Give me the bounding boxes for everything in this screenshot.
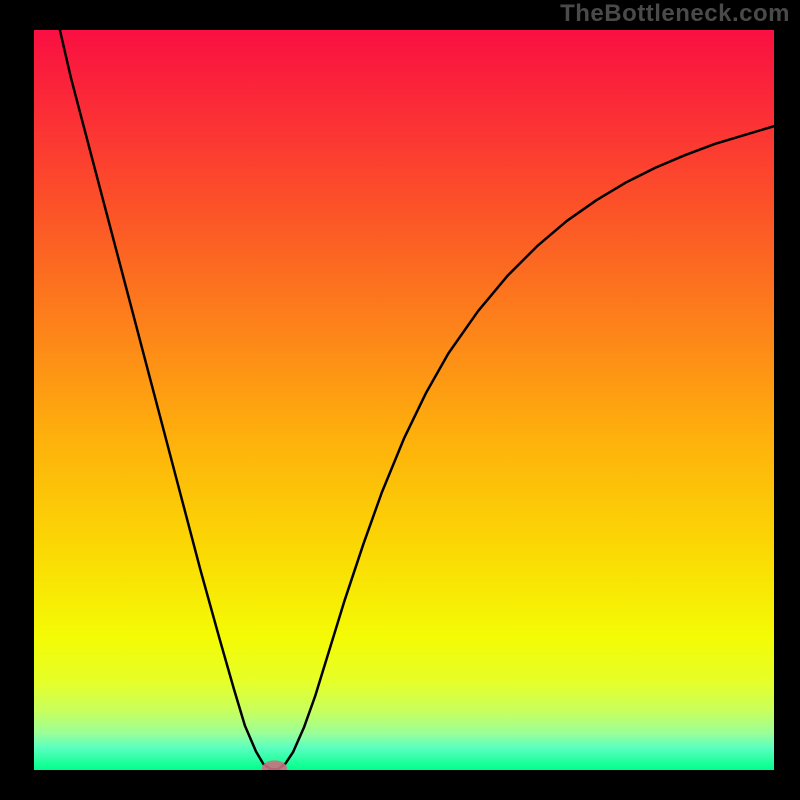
outer-frame: TheBottleneck.com: [0, 0, 800, 800]
watermark-text: TheBottleneck.com: [560, 0, 790, 28]
gradient-background: [34, 30, 774, 770]
bottleneck-chart: [34, 30, 774, 770]
